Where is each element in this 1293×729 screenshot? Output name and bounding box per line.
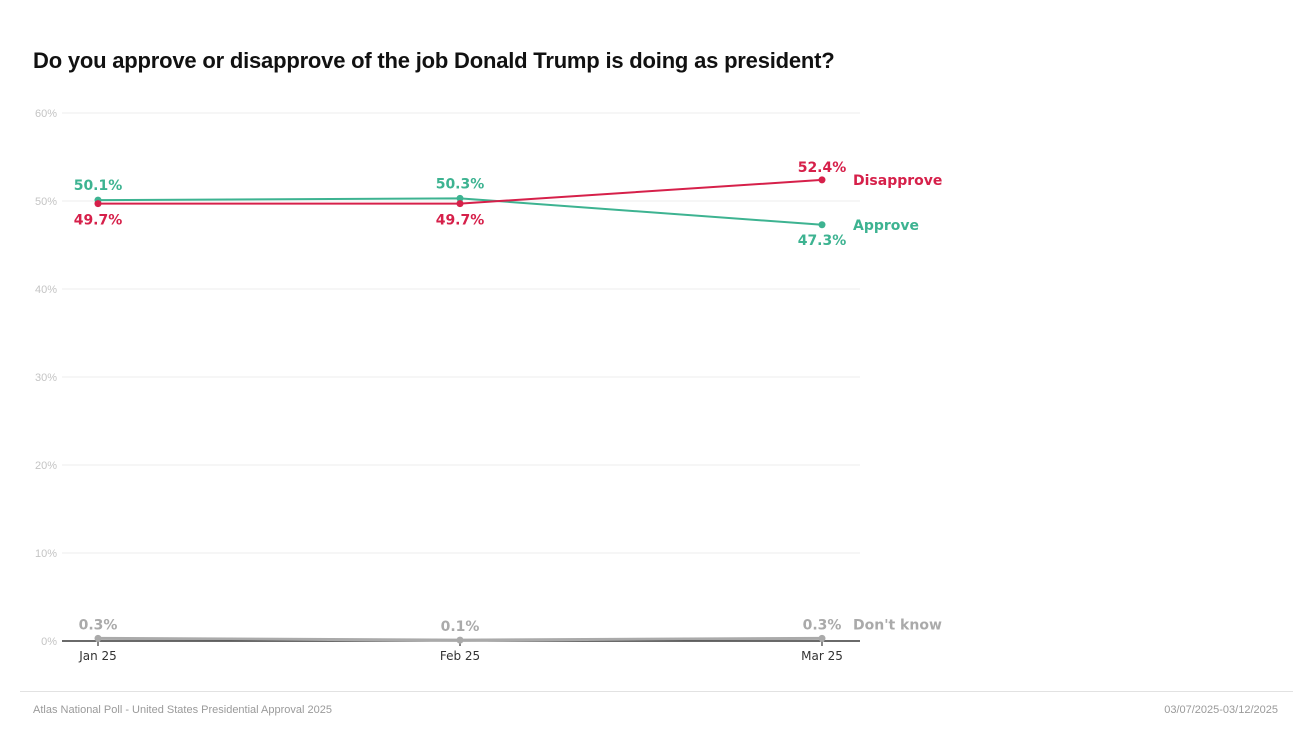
data-label: 0.3% bbox=[803, 617, 842, 633]
footer-divider bbox=[20, 691, 1293, 692]
series-name-label: Approve bbox=[853, 218, 919, 234]
data-point bbox=[94, 634, 102, 642]
data-label: 49.7% bbox=[436, 213, 485, 229]
series-name-label: Don't know bbox=[853, 617, 942, 633]
data-label: 0.3% bbox=[79, 617, 118, 633]
x-tick-label: Feb 25 bbox=[440, 649, 480, 663]
y-tick-label: 20% bbox=[35, 460, 57, 472]
chart-title: Do you approve or disapprove of the job … bbox=[33, 48, 835, 73]
data-point bbox=[456, 200, 464, 208]
footer-date-range: 03/07/2025-03/12/2025 bbox=[1164, 704, 1278, 716]
data-labels: 50.1% 50.3% 47.3% 49.7% 49.7% 52.4% 0.3% 0.1% 0.… bbox=[74, 160, 943, 635]
data-point bbox=[818, 634, 826, 642]
data-point bbox=[818, 221, 826, 229]
y-tick-label: 0% bbox=[41, 636, 57, 648]
data-label: 52.4% bbox=[798, 160, 847, 176]
x-tick-label: Jan 25 bbox=[78, 649, 117, 663]
y-tick-label: 30% bbox=[35, 372, 57, 384]
series-name-label: Disapprove bbox=[853, 173, 942, 189]
data-label: 50.3% bbox=[436, 176, 485, 192]
y-tick-label: 10% bbox=[35, 548, 57, 560]
data-label: 49.7% bbox=[74, 213, 123, 229]
data-label: 47.3% bbox=[798, 233, 847, 249]
data-label: 0.1% bbox=[441, 619, 480, 635]
x-tick-label: Mar 25 bbox=[801, 649, 843, 663]
data-point bbox=[456, 636, 464, 644]
gridlines bbox=[62, 112, 860, 554]
x-axis: Jan 25 Feb 25 Mar 25 bbox=[62, 640, 860, 663]
series-lines bbox=[94, 176, 826, 644]
y-tick-label: 60% bbox=[35, 108, 57, 120]
footer-source: Atlas National Poll - United States Pres… bbox=[33, 704, 333, 716]
y-tick-label: 40% bbox=[35, 284, 57, 296]
y-axis-ticks: 0% 10% 20% 30% 40% 50% 60% bbox=[35, 108, 57, 648]
data-point bbox=[456, 194, 464, 202]
y-tick-label: 50% bbox=[35, 196, 57, 208]
data-point bbox=[818, 176, 826, 184]
data-point bbox=[94, 200, 102, 208]
data-label: 50.1% bbox=[74, 178, 123, 194]
